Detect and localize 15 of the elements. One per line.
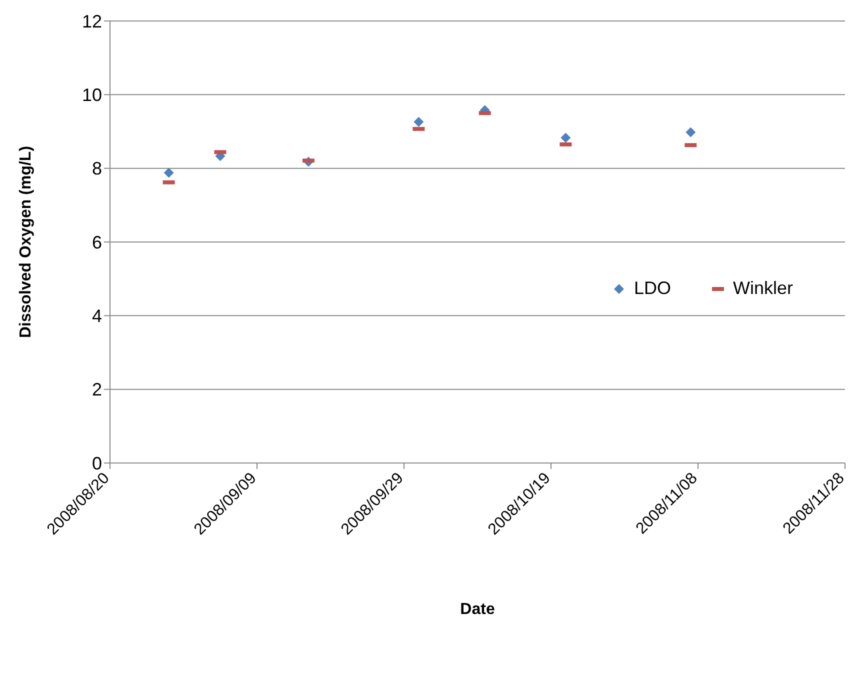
y-tick-label: 6 (92, 232, 102, 252)
x-axis-title: Date (460, 601, 495, 618)
y-tick-label: 10 (82, 85, 102, 106)
y-tick-label: 4 (92, 306, 102, 326)
y-tick-label: 8 (92, 158, 102, 179)
y-axis-title: Dissolved Oxygen (mg/L) (18, 146, 35, 338)
point (414, 116, 424, 127)
point (560, 132, 571, 143)
y-tick-label: 0 (92, 453, 102, 474)
y-tick-label: 12 (82, 11, 102, 32)
legend-label: Winkler (732, 278, 793, 299)
legend-label: LDO (632, 278, 671, 299)
y-tick-label: 2 (92, 380, 102, 400)
point (686, 127, 696, 138)
point (164, 168, 174, 178)
